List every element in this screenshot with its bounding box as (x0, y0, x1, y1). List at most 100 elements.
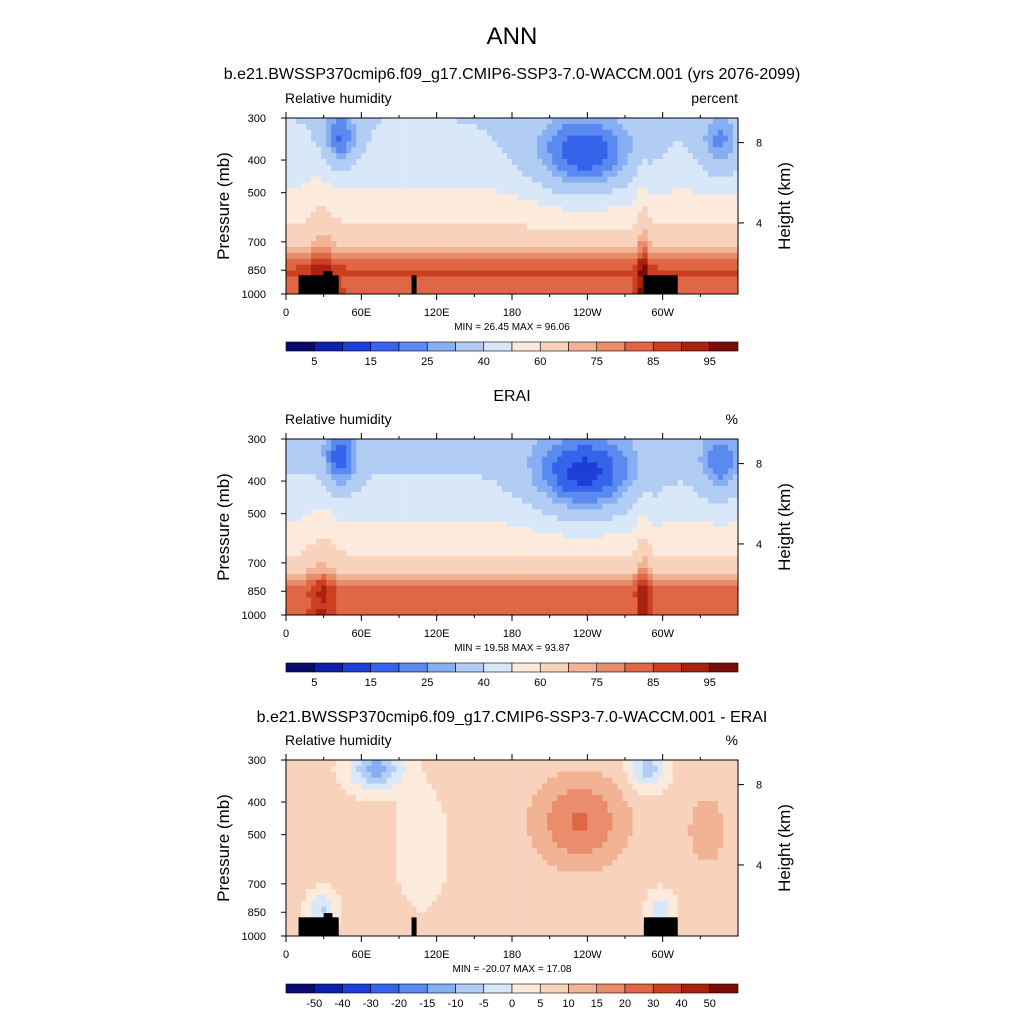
heatmap-cell (371, 229, 377, 236)
heatmap-cell (612, 562, 618, 569)
heatmap-cell (677, 509, 684, 516)
heatmap-cell (697, 258, 704, 266)
heatmap-cell (562, 544, 568, 551)
heatmap-cell (547, 270, 553, 277)
heatmap-cell (717, 153, 724, 160)
heatmap-cell (501, 503, 508, 510)
heatmap-cell (582, 532, 588, 540)
heatmap-cell (567, 544, 573, 551)
heatmap-cell (657, 544, 664, 551)
heatmap-cell (486, 276, 493, 283)
heatmap-cell (582, 135, 588, 142)
heatmap-cell (291, 497, 297, 504)
heatmap-cell (361, 194, 367, 201)
heatmap-cell (356, 568, 362, 575)
heatmap-cell (552, 282, 558, 289)
heatmap-cell (461, 135, 468, 142)
heatmap-cell (336, 515, 342, 522)
heatmap-cell (461, 480, 468, 487)
heatmap-cell (662, 562, 669, 569)
heatmap-cell (356, 264, 362, 271)
heatmap-cell (532, 480, 538, 487)
heatmap-cell (461, 182, 468, 189)
heatmap-cell (637, 170, 643, 178)
heatmap-cell (436, 485, 443, 493)
heatmap-cell (306, 264, 312, 271)
heatmap-cell (296, 217, 302, 224)
heatmap-cell (501, 556, 508, 563)
heatmap-cell (537, 153, 543, 160)
heatmap-cell (311, 135, 317, 142)
heatmap-cell (486, 194, 493, 201)
heatmap-cell (612, 276, 618, 283)
heatmap-cell (441, 241, 448, 248)
heatmap-cell (632, 491, 638, 499)
heatmap-cell (346, 206, 352, 213)
heatmap-cell (667, 194, 674, 201)
heatmap-cell (431, 456, 438, 463)
heatmap-cell (612, 194, 618, 201)
heatmap-cell (597, 515, 603, 522)
heatmap-cell (527, 556, 533, 563)
heatmap-cell (451, 474, 458, 481)
heatmap-cell (501, 276, 508, 283)
heatmap-cell (321, 527, 327, 534)
heatmap-cell (572, 550, 578, 557)
heatmap-cell (356, 170, 362, 178)
heatmap-cell (486, 118, 493, 125)
heatmap-cell (381, 118, 387, 125)
heatmap-cell (306, 485, 312, 493)
heatmap-cell (431, 503, 438, 510)
heatmap-cell (602, 176, 608, 183)
heatmap-cell (356, 194, 362, 201)
heatmap-cell (642, 515, 648, 522)
heatmap-cell (732, 521, 739, 528)
heatmap-cell (727, 562, 734, 569)
heatmap-cell (436, 153, 443, 160)
heatmap-cell (622, 480, 628, 487)
heatmap-cell (406, 456, 412, 463)
heatmap-cell (537, 462, 543, 469)
heatmap-cell (396, 164, 402, 172)
heatmap-cell (466, 241, 473, 248)
heatmap-cell (727, 532, 734, 540)
heatmap-cell (376, 241, 382, 248)
heatmap-cell (687, 206, 694, 213)
heatmap-cell (411, 188, 417, 195)
heatmap-cell (692, 223, 699, 230)
heatmap-cell (602, 264, 608, 271)
heatmap-cell (316, 141, 322, 148)
heatmap-cell (617, 538, 623, 545)
heatmap-cell (451, 264, 458, 271)
heatmap-cell (537, 450, 543, 457)
heatmap-cell (512, 485, 518, 493)
heatmap-cell (627, 491, 633, 499)
heatmap-cell (662, 258, 669, 266)
heatmap-cell (486, 579, 493, 587)
heatmap-cell (547, 538, 553, 545)
heatmap-cell (542, 439, 548, 446)
heatmap-cell (371, 159, 377, 166)
heatmap-cell (577, 200, 583, 207)
heatmap-cell (341, 568, 347, 575)
heatmap-cell (286, 147, 292, 154)
heatmap-cell (401, 159, 407, 166)
heatmap-cell (597, 176, 603, 183)
heatmap-cell (562, 491, 568, 499)
heatmap-cell (717, 194, 724, 201)
heatmap-cell (642, 123, 648, 131)
heatmap-cell (446, 135, 453, 142)
heatmap-cell (512, 247, 518, 254)
heatmap-cell (431, 491, 438, 499)
heatmap-cell (647, 247, 654, 254)
colorbar-label: 40 (478, 356, 490, 368)
heatmap-cell (316, 468, 322, 475)
heatmap-cell (717, 141, 724, 148)
heatmap-cell (677, 247, 684, 254)
heatmap-cell (381, 462, 387, 469)
heatmap-cell (727, 211, 734, 219)
heatmap-cell (697, 252, 704, 260)
heatmap-cell (391, 544, 397, 551)
heatmap-cell (642, 491, 648, 499)
